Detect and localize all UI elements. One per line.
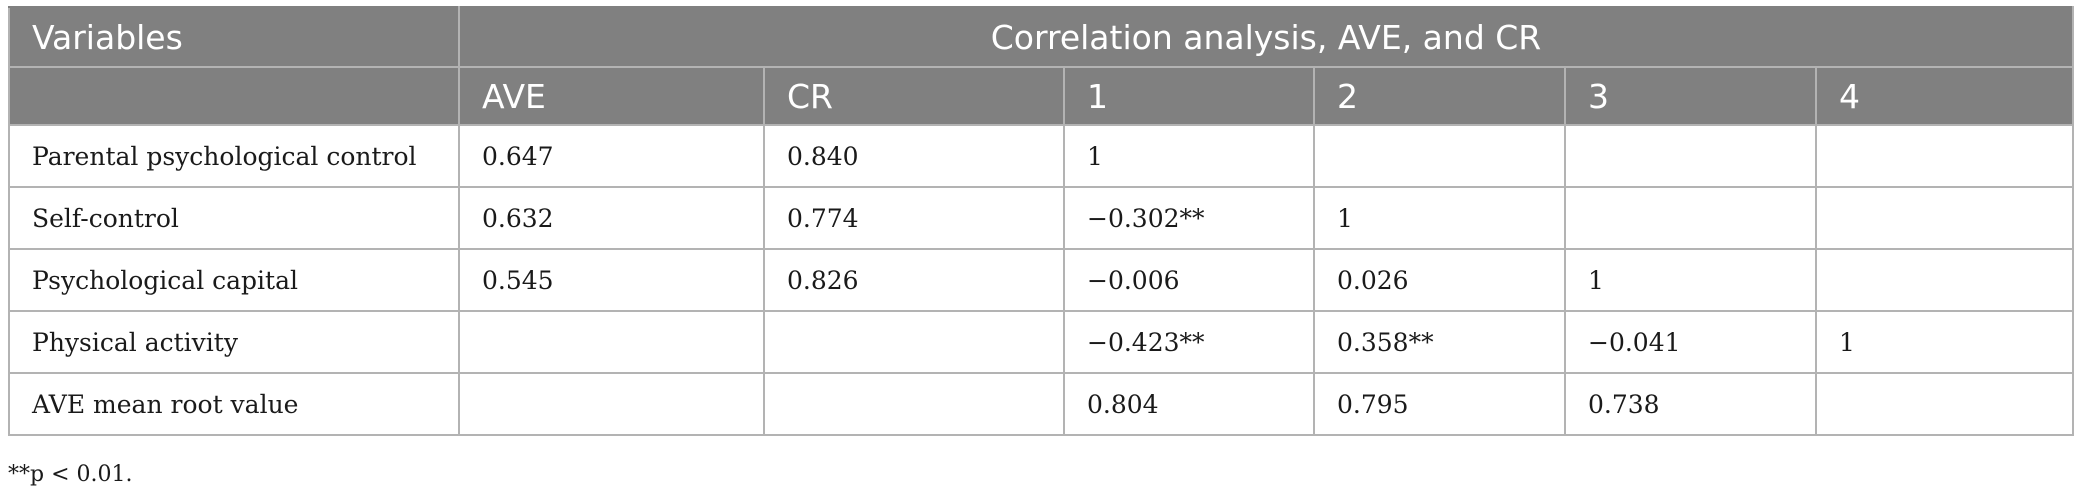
row-label: Parental psychological control [8,124,460,188]
table-cell [1815,124,2074,188]
table-cell: −0.302** [1063,186,1315,250]
table-cell [458,372,765,436]
table-cell: −0.006 [1063,248,1315,312]
header-row-2: AVE CR 1 2 3 4 [8,67,2074,126]
table-cell: 0.358** [1313,310,1566,374]
table-cell: 0.826 [763,248,1065,312]
table-cell: 0.774 [763,186,1065,250]
header-cell-cr: CR [763,67,1065,126]
header-cell-3: 3 [1564,67,1817,126]
table-cell: 0.026 [1313,248,1566,312]
table-cell: 0.795 [1313,372,1566,436]
header-variables: Variables [8,6,460,68]
table-cell: 1 [1564,248,1817,312]
table-cell [763,372,1065,436]
table-cell [458,310,765,374]
correlation-table-container: Variables Correlation analysis, AVE, and… [8,6,2074,436]
row-label: Psychological capital [8,248,460,312]
table-cell: 0.632 [458,186,765,250]
header-cell-4: 4 [1815,67,2074,126]
table-cell [1564,186,1817,250]
table-cell: 0.647 [458,124,765,188]
header-cell-2: 2 [1313,67,1566,126]
table-cell: 0.545 [458,248,765,312]
header-cell-1: 1 [1063,67,1315,126]
table-row: AVE mean root value 0.804 0.795 0.738 [8,372,2074,436]
table-row: Psychological capital 0.545 0.826 −0.006… [8,248,2074,312]
table-cell [1815,186,2074,250]
correlation-table: Variables Correlation analysis, AVE, and… [8,6,2074,436]
table-row: Parental psychological control 0.647 0.8… [8,124,2074,188]
table-cell: 1 [1313,186,1566,250]
table-cell: 0.840 [763,124,1065,188]
table-cell [1815,248,2074,312]
table-cell: 0.804 [1063,372,1315,436]
table-cell [1815,372,2074,436]
table-cell: −0.041 [1564,310,1817,374]
table-cell: −0.423** [1063,310,1315,374]
table-cell: 1 [1815,310,2074,374]
header-correlation-title: Correlation analysis, AVE, and CR [458,6,2074,68]
table-cell [763,310,1065,374]
table-cell [1313,124,1566,188]
table-cell [1564,124,1817,188]
row-label: Self-control [8,186,460,250]
table-cell: 1 [1063,124,1315,188]
table-row: Self-control 0.632 0.774 −0.302** 1 [8,186,2074,250]
header-cell-empty [8,67,460,126]
row-label: Physical activity [8,310,460,374]
row-label: AVE mean root value [8,372,460,436]
header-cell-ave: AVE [458,67,765,126]
header-row-1: Variables Correlation analysis, AVE, and… [8,6,2074,68]
table-footnote: **p < 0.01. [8,462,133,487]
table-row: Physical activity −0.423** 0.358** −0.04… [8,310,2074,374]
table-cell: 0.738 [1564,372,1817,436]
